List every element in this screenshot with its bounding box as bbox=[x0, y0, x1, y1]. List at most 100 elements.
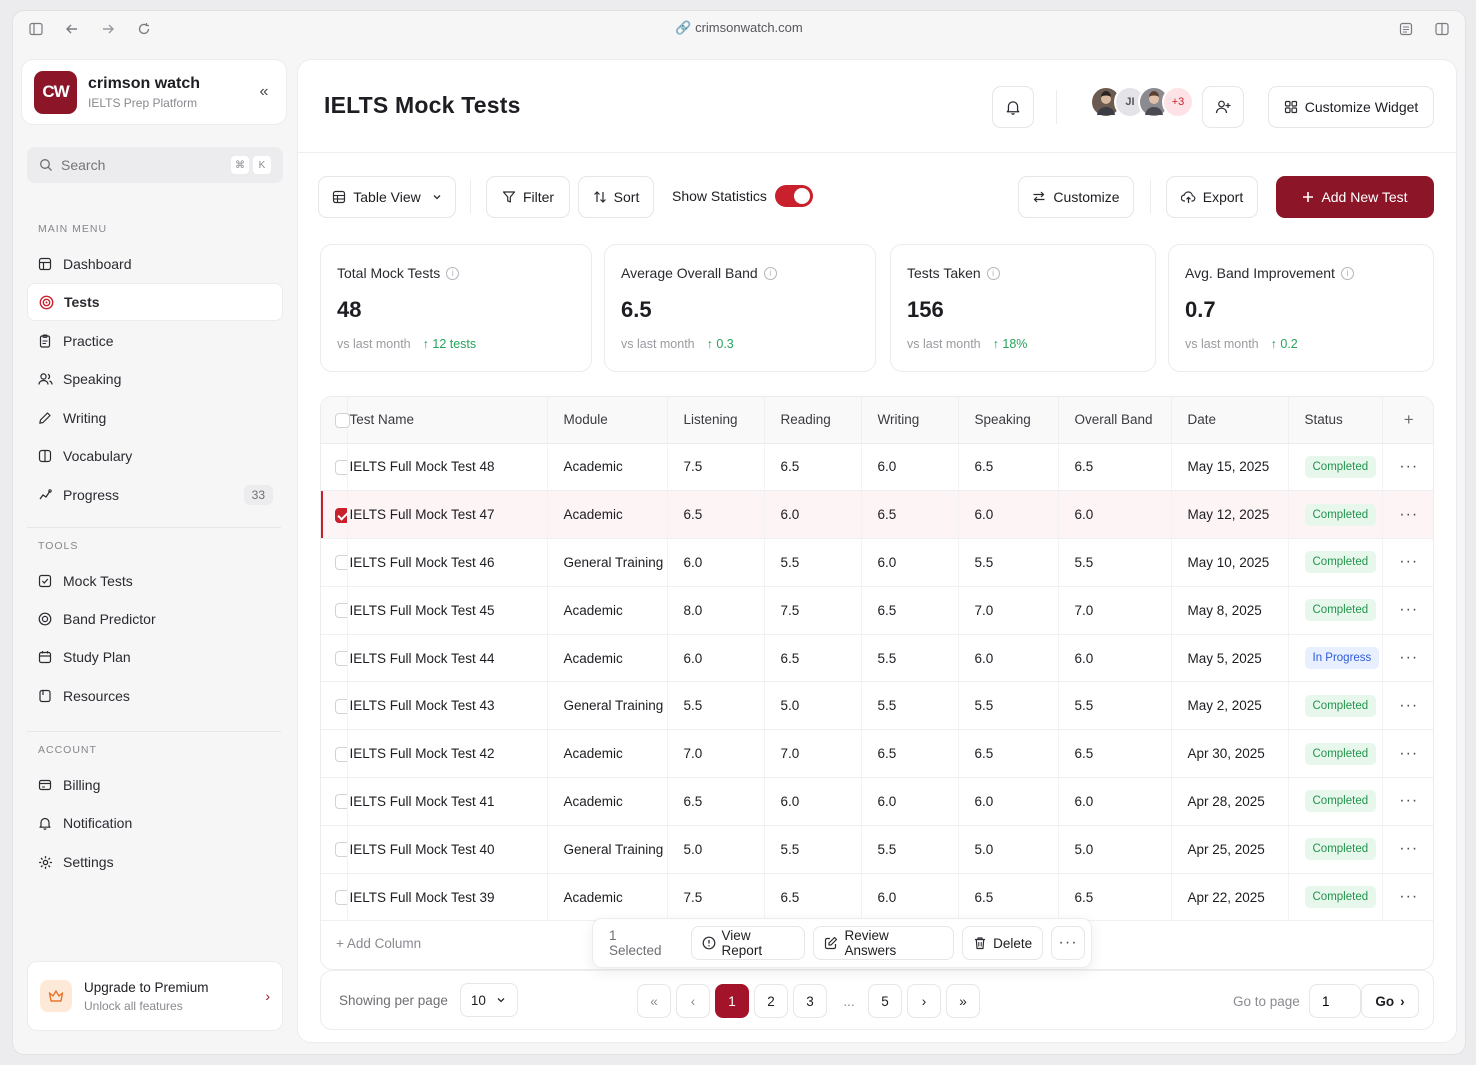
info-icon[interactable]: i bbox=[446, 266, 460, 280]
row-checkbox[interactable] bbox=[335, 459, 346, 475]
table-row[interactable]: IELTS Full Mock Test 43 General Training 5… bbox=[321, 681, 1433, 731]
goto-page-input[interactable] bbox=[1309, 984, 1361, 1018]
sidebar-item-settings[interactable]: Settings bbox=[27, 843, 283, 881]
review-answers-button[interactable]: Review Answers bbox=[813, 926, 955, 960]
delete-button[interactable]: Delete bbox=[962, 926, 1044, 960]
back-arrow-icon[interactable] bbox=[63, 20, 81, 38]
row-checkbox[interactable] bbox=[335, 507, 346, 523]
customize-widget-button[interactable]: Customize Widget bbox=[1268, 86, 1434, 128]
row-select-cell bbox=[321, 825, 348, 874]
sidebar-item-mock-tests[interactable]: Mock Tests bbox=[27, 562, 283, 600]
table-row[interactable]: IELTS Full Mock Test 46 General Training 6… bbox=[321, 538, 1433, 587]
more-icon[interactable]: ··· bbox=[1399, 888, 1419, 906]
more-icon[interactable]: ··· bbox=[1399, 553, 1419, 571]
forward-arrow-icon[interactable] bbox=[99, 20, 117, 38]
sidebar-item-progress[interactable]: Progress 33 bbox=[27, 476, 283, 514]
table-row[interactable]: IELTS Full Mock Test 44 Academic 6.0 6.5 5.5… bbox=[321, 634, 1433, 683]
page-button-3[interactable]: 3 bbox=[793, 984, 827, 1018]
page-button-1[interactable]: 1 bbox=[715, 984, 749, 1018]
prev-page-button[interactable]: ‹ bbox=[676, 984, 710, 1018]
table-row[interactable]: IELTS Full Mock Test 47 Academic 6.5 6.0 6.5… bbox=[321, 490, 1433, 540]
table-row[interactable]: IELTS Full Mock Test 40 General Training 5… bbox=[321, 825, 1433, 874]
info-icon[interactable]: i bbox=[1340, 266, 1354, 280]
show-statistics-toggle[interactable] bbox=[775, 185, 813, 207]
table-row[interactable]: IELTS Full Mock Test 41 Academic 6.5 6.0 6.0… bbox=[321, 777, 1433, 826]
export-button[interactable]: Export bbox=[1166, 176, 1258, 218]
row-checkbox[interactable] bbox=[335, 555, 346, 571]
team-avatars[interactable]: JI +3 bbox=[1090, 86, 1194, 118]
more-icon[interactable]: ··· bbox=[1399, 696, 1419, 714]
reload-icon[interactable] bbox=[135, 20, 153, 38]
view-selector[interactable]: Table View bbox=[318, 176, 456, 218]
column-header-test-name[interactable]: Test Name bbox=[347, 397, 548, 444]
reader-icon[interactable] bbox=[1397, 20, 1415, 38]
sidebar-item-study-plan[interactable]: Study Plan bbox=[27, 638, 283, 676]
column-header-overall-band[interactable]: Overall Band bbox=[1058, 397, 1172, 444]
row-checkbox[interactable] bbox=[335, 794, 346, 810]
info-icon[interactable]: i bbox=[763, 266, 777, 280]
add-user-button[interactable] bbox=[1202, 86, 1244, 128]
more-icon[interactable]: ··· bbox=[1399, 457, 1419, 475]
more-icon[interactable]: ··· bbox=[1399, 601, 1419, 619]
table-row[interactable]: IELTS Full Mock Test 42 Academic 7.0 7.0 6.5… bbox=[321, 729, 1433, 779]
column-header-reading[interactable]: Reading bbox=[764, 397, 862, 444]
table-row[interactable]: IELTS Full Mock Test 39 Academic 7.5 6.5 6.0… bbox=[321, 873, 1433, 922]
sidebar-item-notification[interactable]: Notification bbox=[27, 804, 283, 842]
sidebar-item-dashboard[interactable]: Dashboard bbox=[27, 245, 283, 283]
column-header-status[interactable]: Status bbox=[1288, 397, 1383, 444]
add-column-header-button[interactable]: + bbox=[1382, 397, 1433, 444]
customize-button[interactable]: Customize bbox=[1018, 176, 1134, 218]
sidebar-item-billing[interactable]: Billing bbox=[27, 766, 283, 804]
view-report-button[interactable]: View Report bbox=[690, 926, 806, 960]
page-button-2[interactable]: 2 bbox=[754, 984, 788, 1018]
per-page-select[interactable]: 10 bbox=[459, 983, 518, 1017]
column-header-listening[interactable]: Listening bbox=[667, 397, 765, 444]
sidebar-toggle-icon[interactable] bbox=[27, 20, 45, 38]
next-page-button[interactable]: › bbox=[907, 984, 941, 1018]
row-checkbox[interactable] bbox=[335, 698, 346, 714]
row-checkbox[interactable] bbox=[335, 746, 346, 762]
more-icon[interactable]: ··· bbox=[1399, 840, 1419, 858]
table-row[interactable]: IELTS Full Mock Test 45 Academic 8.0 7.5 6.5… bbox=[321, 586, 1433, 635]
first-page-button[interactable]: « bbox=[637, 984, 671, 1018]
overall-band-cell: 5.5 bbox=[1058, 681, 1172, 731]
add-column-button[interactable]: + Add Column bbox=[336, 936, 421, 951]
collapse-sidebar-icon[interactable]: « bbox=[259, 83, 269, 100]
sidebar-item-tests[interactable]: Tests bbox=[27, 283, 283, 321]
sidebar-item-band-predictor[interactable]: Band Predictor bbox=[27, 600, 283, 638]
more-icon[interactable]: ··· bbox=[1399, 792, 1419, 810]
column-header-speaking[interactable]: Speaking bbox=[958, 397, 1059, 444]
select-all-checkbox[interactable] bbox=[335, 412, 350, 428]
filter-button[interactable]: Filter bbox=[486, 176, 570, 218]
column-header-writing[interactable]: Writing bbox=[861, 397, 959, 444]
row-checkbox[interactable] bbox=[335, 603, 346, 619]
more-actions-button[interactable]: ··· bbox=[1051, 926, 1085, 960]
page-button-5[interactable]: 5 bbox=[868, 984, 902, 1018]
info-icon[interactable]: i bbox=[986, 266, 1000, 280]
more-icon[interactable]: ··· bbox=[1399, 649, 1419, 667]
section-label-account: ACCOUNT bbox=[38, 744, 97, 756]
row-checkbox[interactable] bbox=[335, 842, 346, 858]
upgrade-card[interactable]: Upgrade to Premium Unlock all features › bbox=[27, 961, 283, 1031]
sidebar-item-speaking[interactable]: Speaking bbox=[27, 360, 283, 398]
sidebar-item-resources[interactable]: Resources bbox=[27, 677, 283, 715]
notifications-button[interactable] bbox=[992, 86, 1034, 128]
address-url[interactable]: 🔗 crimsonwatch.com bbox=[675, 20, 803, 35]
sidebar-item-writing[interactable]: Writing bbox=[27, 399, 283, 437]
more-icon[interactable]: ··· bbox=[1399, 744, 1419, 762]
add-new-test-button[interactable]: Add New Test bbox=[1276, 176, 1434, 218]
sidebar-item-vocabulary[interactable]: Vocabulary bbox=[27, 437, 283, 475]
column-header-module[interactable]: Module bbox=[547, 397, 668, 444]
go-button[interactable]: Go › bbox=[1361, 984, 1419, 1018]
table-row[interactable]: IELTS Full Mock Test 48 Academic 7.5 6.5 6.0… bbox=[321, 443, 1433, 492]
column-header-date[interactable]: Date bbox=[1171, 397, 1289, 444]
row-checkbox[interactable] bbox=[335, 890, 346, 906]
more-icon[interactable]: ··· bbox=[1399, 505, 1419, 523]
sidebar-item-practice[interactable]: Practice bbox=[27, 322, 283, 360]
split-view-icon[interactable] bbox=[1433, 20, 1451, 38]
search-input[interactable] bbox=[61, 157, 221, 173]
last-page-button[interactable]: » bbox=[946, 984, 980, 1018]
search-box[interactable]: ⌘ K bbox=[27, 147, 283, 183]
row-checkbox[interactable] bbox=[335, 651, 346, 667]
sort-button[interactable]: Sort bbox=[578, 176, 654, 218]
